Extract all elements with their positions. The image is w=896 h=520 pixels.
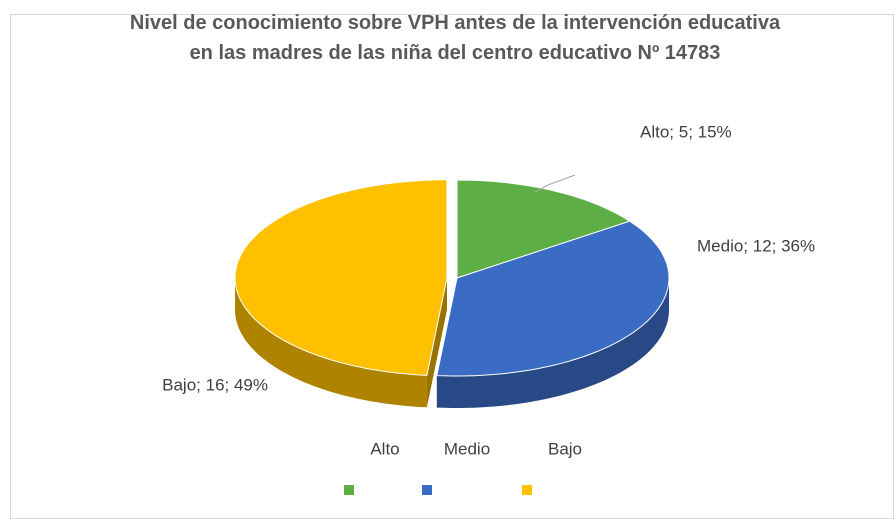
chart-title: Nivel de conocimiento sobre VPH antes de…: [129, 12, 781, 64]
slice: [436, 220, 670, 377]
data-label: Medio; 12; 36%: [697, 236, 815, 255]
legend-label: Alto: [370, 439, 399, 458]
data-label: Alto; 5; 15%: [640, 122, 732, 141]
legend-swatch: [344, 485, 354, 495]
legend-swatch: [522, 485, 532, 495]
chart-frame: [10, 14, 894, 519]
slice-side: [235, 277, 427, 408]
legend-label: Bajo: [548, 439, 582, 458]
slice: [234, 179, 448, 376]
legend-label: Medio: [444, 439, 490, 458]
data-label: Bajo; 16; 49%: [162, 375, 268, 394]
slice-side: [436, 278, 669, 408]
slice-cut: [426, 277, 447, 408]
slice: [456, 179, 631, 279]
legend-swatch: [422, 485, 432, 495]
leader-line: [534, 174, 576, 193]
